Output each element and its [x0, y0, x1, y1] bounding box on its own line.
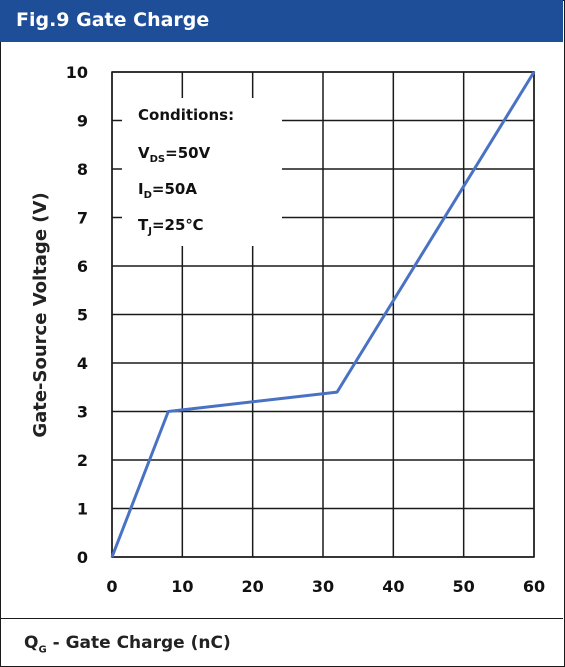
x-tick-label: 10	[171, 577, 193, 596]
ticks-layer: 0 10 20 30 40 50 60 0 1 2 3 4 5 6 7 8 9 10	[66, 63, 545, 596]
x-tick-label: 50	[453, 577, 475, 596]
y-tick-label: 1	[77, 500, 88, 519]
condition-line: VDS=50V	[138, 144, 211, 165]
condition-line: ID=50A	[138, 180, 197, 201]
y-tick-label: 4	[77, 354, 88, 373]
y-tick-label: 8	[77, 160, 88, 179]
x-tick-label: 20	[242, 577, 264, 596]
y-tick-label: 5	[77, 306, 88, 325]
conditions-box: Conditions: VDS=50V ID=50A TJ=25℃	[122, 98, 282, 246]
y-axis-label: Gate-Source Voltage (V)	[30, 192, 51, 437]
series-line	[110, 71, 536, 558]
condition-line: TJ=25℃	[138, 216, 204, 237]
y-tick-label: 0	[77, 548, 88, 567]
series-layer	[110, 71, 536, 558]
plot-area	[111, 71, 535, 558]
xlabel-divider	[0, 618, 563, 619]
x-tick-label: 60	[523, 577, 545, 596]
y-tick-label: 9	[77, 112, 88, 131]
y-tick-label: 3	[77, 403, 88, 422]
y-tick-label: 6	[77, 257, 88, 276]
x-axis-label: QG - Gate Charge (nC)	[24, 633, 231, 655]
x-axis-label-sub: G	[38, 644, 47, 656]
title-bar: Fig.9 Gate Charge	[0, 0, 563, 42]
y-tick-label: 7	[77, 209, 88, 228]
conditions-background	[122, 98, 282, 246]
x-tick-label: 0	[106, 577, 117, 596]
x-tick-label: 40	[382, 577, 404, 596]
y-tick-label: 10	[66, 63, 88, 82]
conditions-heading: Conditions:	[138, 106, 234, 124]
x-axis-label-main: Q	[24, 633, 39, 653]
x-tick-label: 30	[312, 577, 334, 596]
x-axis-label-rest: - Gate Charge (nC)	[46, 633, 231, 653]
y-tick-label: 2	[77, 451, 88, 470]
chart-title: Fig.9 Gate Charge	[16, 9, 210, 31]
